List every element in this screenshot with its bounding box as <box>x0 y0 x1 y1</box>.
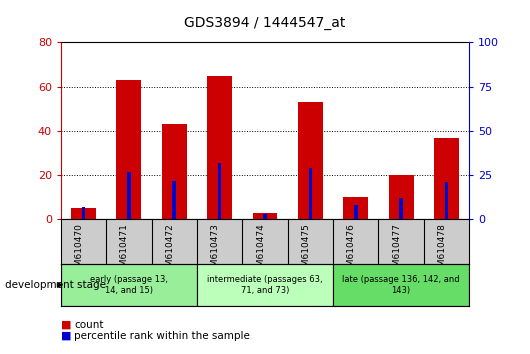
Text: GSM610478: GSM610478 <box>437 223 446 278</box>
Bar <box>399 198 403 219</box>
Bar <box>354 205 358 219</box>
Text: ■: ■ <box>61 331 72 341</box>
Bar <box>298 102 323 219</box>
Bar <box>82 207 85 219</box>
Text: percentile rank within the sample: percentile rank within the sample <box>74 331 250 341</box>
Text: GSM610472: GSM610472 <box>165 223 174 278</box>
Bar <box>333 264 469 306</box>
Text: GSM610477: GSM610477 <box>392 223 401 278</box>
Text: late (passage 136, 142, and
143): late (passage 136, 142, and 143) <box>342 275 460 295</box>
Bar <box>117 80 142 219</box>
Bar <box>218 163 222 219</box>
Text: ■: ■ <box>61 320 72 330</box>
Text: count: count <box>74 320 104 330</box>
Text: development stage: development stage <box>5 280 107 290</box>
Bar <box>127 172 131 219</box>
Text: GSM610470: GSM610470 <box>75 223 84 278</box>
Text: GSM610474: GSM610474 <box>256 223 265 278</box>
Text: early (passage 13,
14, and 15): early (passage 13, 14, and 15) <box>90 275 168 295</box>
Bar <box>71 209 96 219</box>
Text: GSM610475: GSM610475 <box>302 223 311 278</box>
Bar <box>197 264 333 306</box>
Text: GDS3894 / 1444547_at: GDS3894 / 1444547_at <box>184 16 346 30</box>
Bar <box>388 175 413 219</box>
Bar <box>434 138 459 219</box>
Text: intermediate (passages 63,
71, and 73): intermediate (passages 63, 71, and 73) <box>207 275 323 295</box>
Bar <box>172 181 176 219</box>
Bar <box>343 198 368 219</box>
Bar <box>207 76 232 219</box>
Text: GSM610473: GSM610473 <box>210 223 219 278</box>
Text: GSM610476: GSM610476 <box>347 223 356 278</box>
Bar <box>445 182 448 219</box>
Bar <box>308 168 312 219</box>
Bar <box>252 213 278 219</box>
Text: GSM610471: GSM610471 <box>120 223 129 278</box>
Bar <box>162 124 187 219</box>
Bar <box>263 214 267 219</box>
Bar <box>61 264 197 306</box>
